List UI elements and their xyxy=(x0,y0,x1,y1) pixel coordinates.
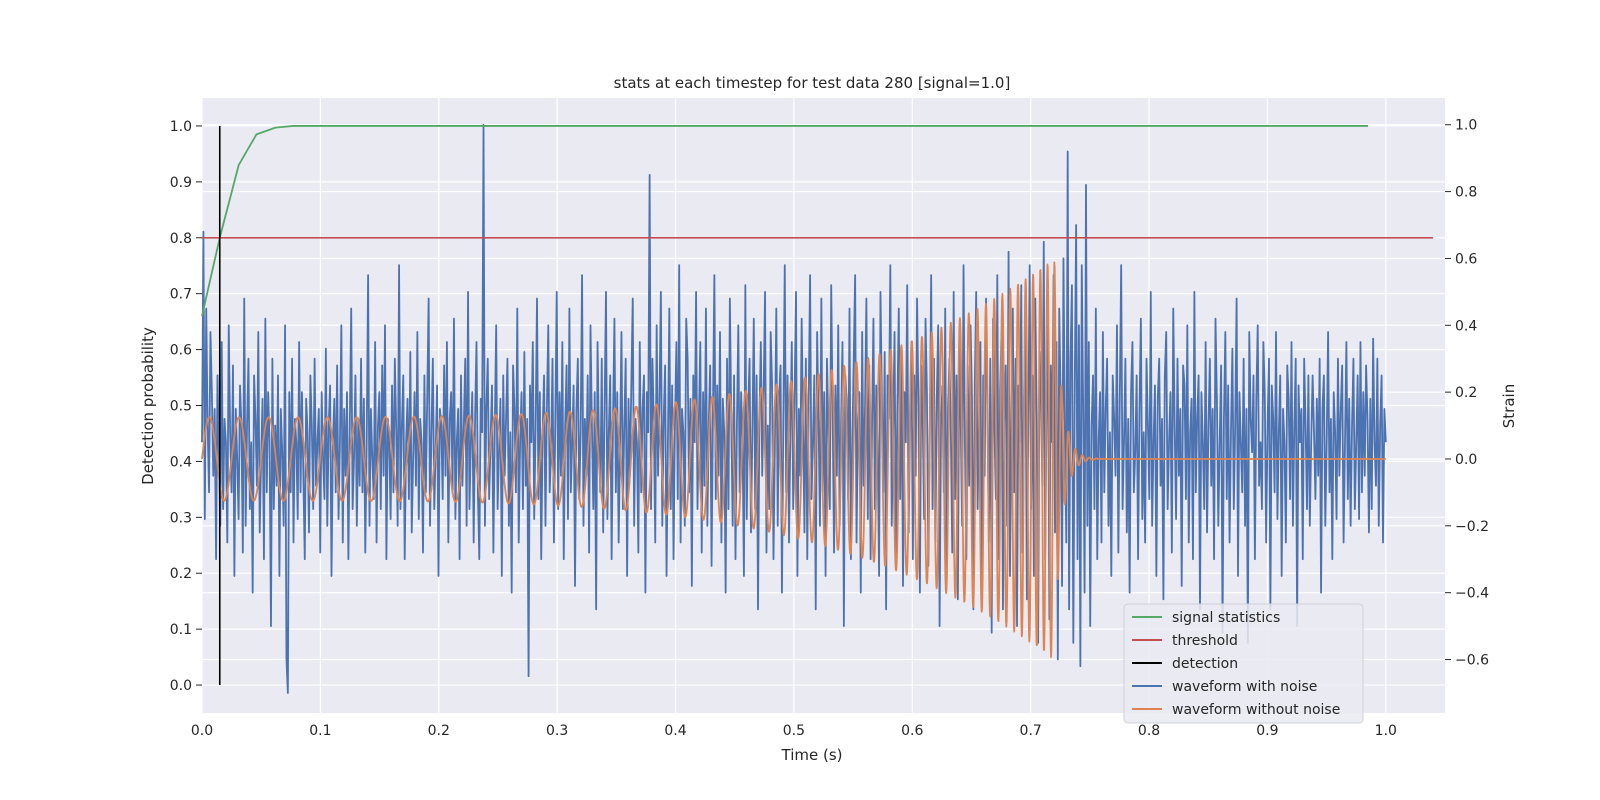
y-tick-label: 0.9 xyxy=(170,175,192,191)
x-tick-label: 0.6 xyxy=(901,723,923,739)
series-line-waveform-without-noise xyxy=(201,261,1387,658)
y-tick-label: 0.2 xyxy=(170,566,192,582)
y2-tick-label: 0.6 xyxy=(1455,251,1477,267)
legend-label: signal statistics xyxy=(1172,610,1280,626)
legend-label: waveform with noise xyxy=(1172,679,1317,695)
x-tick-label: 0.0 xyxy=(191,723,213,739)
y2-axis-label: Strain xyxy=(1500,384,1518,428)
x-tick-label: 1.0 xyxy=(1375,723,1397,739)
y2-tick-label: 0.4 xyxy=(1455,318,1477,334)
series-line-signal-statistics xyxy=(201,125,1369,317)
x-tick-label: 0.3 xyxy=(546,723,568,739)
x-tick-label: 0.7 xyxy=(1020,723,1042,739)
y-tick-label: 0.7 xyxy=(170,287,192,303)
x-tick-label: 0.2 xyxy=(428,723,450,739)
y2-tick-label: 0.2 xyxy=(1455,385,1477,401)
legend-label: detection xyxy=(1172,656,1238,672)
x-tick-label: 0.9 xyxy=(1256,723,1278,739)
ticks: 0.0 0.1 0.2 0.3 0.4 0.5 0.6 0.7 0.8 0.9 1.0 0.0 0.1 0… xyxy=(170,118,1489,739)
y-tick-label: 0.5 xyxy=(170,399,192,415)
y2-tick-label: −0.4 xyxy=(1455,586,1489,602)
legend-label: waveform without noise xyxy=(1172,702,1340,718)
y2-tick-label: −0.2 xyxy=(1455,519,1489,535)
x-tick-label: 0.4 xyxy=(664,723,686,739)
x-axis-label: Time (s) xyxy=(781,746,843,764)
y2-tick-label: 1.0 xyxy=(1455,118,1477,134)
x-tick-label: 0.5 xyxy=(783,723,805,739)
y-tick-label: 1.0 xyxy=(170,119,192,135)
series-layer xyxy=(201,123,1434,694)
y-axis-label: Detection probability xyxy=(139,327,157,485)
y-tick-label: 0.4 xyxy=(170,454,192,470)
x-tick-label: 0.1 xyxy=(309,723,331,739)
y-tick-label: 0.8 xyxy=(170,231,192,247)
y2-tick-label: −0.6 xyxy=(1455,653,1489,669)
y-tick-label: 0.1 xyxy=(170,622,192,638)
y2-tick-label: 0.8 xyxy=(1455,185,1477,201)
x-tick-label: 0.8 xyxy=(1138,723,1160,739)
legend-box xyxy=(1123,603,1364,724)
y-tick-label: 0.3 xyxy=(170,510,192,526)
y-tick-label: 0.6 xyxy=(170,343,192,359)
y-tick-label: 0.0 xyxy=(170,678,192,694)
legend: signal statistics threshold detection wavef… xyxy=(1123,603,1364,724)
chart-title: stats at each timestep for test data 280… xyxy=(614,74,1011,92)
y2-tick-label: 0.0 xyxy=(1455,452,1477,468)
legend-label: threshold xyxy=(1172,633,1238,649)
